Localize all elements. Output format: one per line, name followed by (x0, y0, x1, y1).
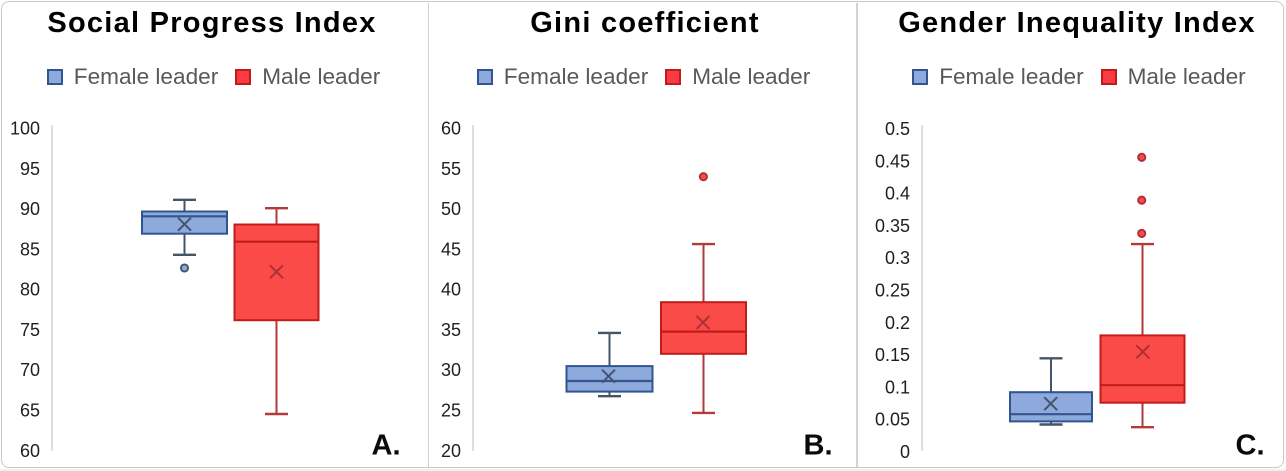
svg-text:85: 85 (20, 239, 40, 259)
svg-text:B.: B. (804, 430, 833, 462)
svg-text:40: 40 (441, 280, 461, 300)
svg-text:30: 30 (441, 360, 461, 380)
svg-text:55: 55 (441, 159, 461, 179)
svg-text:0.45: 0.45 (875, 151, 910, 171)
svg-text:35: 35 (441, 320, 461, 340)
svg-text:0.4: 0.4 (885, 184, 910, 204)
svg-text:60: 60 (441, 119, 461, 139)
svg-text:0.5: 0.5 (885, 119, 910, 139)
svg-text:C.: C. (1236, 430, 1265, 462)
svg-text:0.2: 0.2 (885, 313, 910, 333)
svg-text:70: 70 (20, 360, 40, 380)
svg-text:80: 80 (20, 280, 40, 300)
svg-text:20: 20 (441, 441, 461, 461)
svg-text:0.15: 0.15 (875, 345, 910, 365)
svg-text:0.1: 0.1 (885, 377, 910, 397)
svg-text:100: 100 (10, 119, 40, 139)
svg-text:60: 60 (20, 441, 40, 461)
svg-text:75: 75 (20, 320, 40, 340)
svg-text:0: 0 (900, 442, 910, 462)
svg-text:90: 90 (20, 199, 40, 219)
svg-text:95: 95 (20, 159, 40, 179)
svg-text:0.35: 0.35 (875, 216, 910, 236)
svg-text:0.3: 0.3 (885, 248, 910, 268)
svg-text:0.25: 0.25 (875, 281, 910, 301)
svg-text:25: 25 (441, 401, 461, 421)
svg-text:0.05: 0.05 (875, 410, 910, 430)
svg-text:50: 50 (441, 199, 461, 219)
svg-text:A.: A. (372, 430, 401, 462)
svg-text:65: 65 (20, 401, 40, 421)
svg-text:45: 45 (441, 239, 461, 259)
